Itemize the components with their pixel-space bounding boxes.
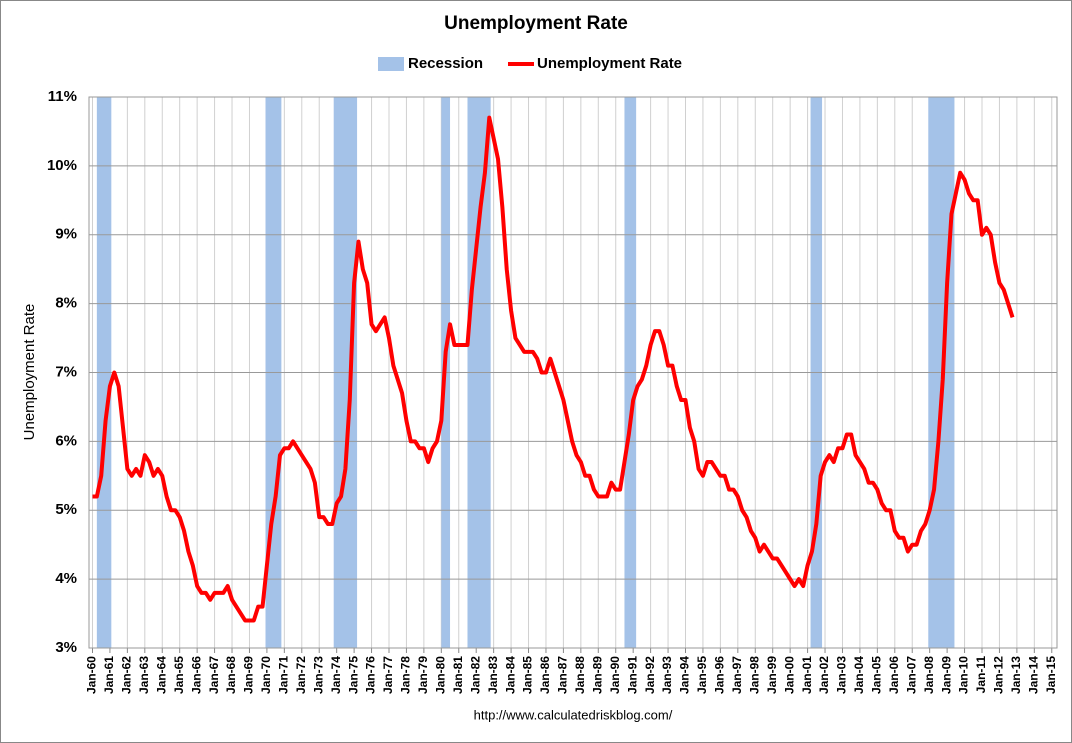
x-tick-label: Jan-76 [364, 656, 378, 694]
x-tick-label: Jan-66 [189, 656, 203, 694]
x-tick-label: Jan-98 [747, 656, 761, 694]
x-tick-label: Jan-99 [765, 656, 779, 694]
y-tick-label: 4% [55, 570, 77, 587]
x-tick-label: Jan-10 [957, 656, 971, 694]
y-axis-label: Unemployment Rate [21, 304, 38, 441]
x-tick-label: Jan-68 [224, 656, 238, 694]
x-tick-label: Jan-61 [102, 656, 116, 694]
x-tick-label: Jan-02 [817, 656, 831, 694]
x-tick-label: Jan-13 [1009, 656, 1023, 694]
x-tick-label: Jan-95 [695, 656, 709, 694]
x-tick-label: Jan-71 [277, 656, 291, 694]
x-tick-label: Jan-12 [992, 656, 1006, 694]
x-tick-label: Jan-09 [939, 656, 953, 694]
x-tick-label: Jan-96 [713, 656, 727, 694]
x-tick-label: Jan-72 [294, 656, 308, 694]
x-tick-label: Jan-07 [904, 656, 918, 694]
x-tick-label: Jan-67 [207, 656, 221, 694]
source: http://www.calculatedriskblog.com/ [474, 707, 673, 722]
x-tick-label: Jan-04 [852, 656, 866, 694]
x-tick-label: Jan-81 [451, 656, 465, 694]
x-tick-label: Jan-06 [887, 656, 901, 694]
x-tick-label: Jan-80 [433, 656, 447, 694]
x-tick-label: Jan-90 [608, 656, 622, 694]
x-tick-label: Jan-82 [468, 656, 482, 694]
x-tick-label: Jan-86 [538, 656, 552, 694]
x-tick-label: Jan-05 [870, 656, 884, 694]
x-tick-label: Jan-70 [259, 656, 273, 694]
x-tick-label: Jan-83 [486, 656, 500, 694]
legend-swatch [378, 57, 404, 71]
x-tick-label: Jan-93 [660, 656, 674, 694]
x-tick-label: Jan-64 [154, 656, 168, 694]
x-tick-label: Jan-11 [974, 656, 988, 694]
legend-label: Recession [408, 55, 483, 72]
y-tick-label: 9% [55, 226, 77, 243]
x-tick-label: Jan-63 [137, 656, 151, 694]
x-tick-label: Jan-73 [311, 656, 325, 694]
x-tick-label: Jan-79 [416, 656, 430, 694]
x-tick-label: Jan-92 [643, 656, 657, 694]
x-tick-label: Jan-14 [1026, 656, 1040, 694]
y-tick-label: 6% [55, 432, 77, 449]
series-line [92, 115, 1015, 623]
x-tick-label: Jan-88 [573, 656, 587, 694]
x-tick-label: Jan-69 [242, 656, 256, 694]
y-tick-label: 10% [47, 157, 77, 174]
x-tick-label: Jan-60 [85, 656, 99, 694]
legend-label: Unemployment Rate [537, 55, 682, 72]
x-tick-label: Jan-15 [1044, 656, 1058, 694]
x-tick-label: Jan-78 [399, 656, 413, 694]
x-tick-label: Jan-00 [782, 656, 796, 694]
x-tick-label: Jan-85 [521, 656, 535, 694]
x-tick-label: Jan-77 [381, 656, 395, 694]
x-tick-label: Jan-62 [120, 656, 134, 694]
x-tick-label: Jan-03 [835, 656, 849, 694]
y-tick-label: 3% [55, 639, 77, 656]
x-tick-label: Jan-08 [922, 656, 936, 694]
x-tick-label: Jan-87 [556, 656, 570, 694]
y-tick-label: 7% [55, 363, 77, 380]
x-tick-label: Jan-94 [678, 656, 692, 694]
x-tick-label: Jan-65 [172, 656, 186, 694]
y-tick-label: 5% [55, 501, 77, 518]
x-tick-label: Jan-84 [503, 656, 517, 694]
x-tick-label: Jan-89 [590, 656, 604, 694]
x-tick-label: Jan-91 [625, 656, 639, 694]
y-tick-label: 11% [48, 88, 77, 105]
y-tick-label: 8% [55, 295, 77, 312]
x-tick-label: Jan-97 [730, 656, 744, 694]
x-tick-label: Jan-01 [800, 656, 814, 694]
chart-title: Unemployment Rate [444, 13, 628, 34]
x-tick-label: Jan-74 [329, 656, 343, 694]
x-tick-label: Jan-75 [346, 656, 360, 694]
